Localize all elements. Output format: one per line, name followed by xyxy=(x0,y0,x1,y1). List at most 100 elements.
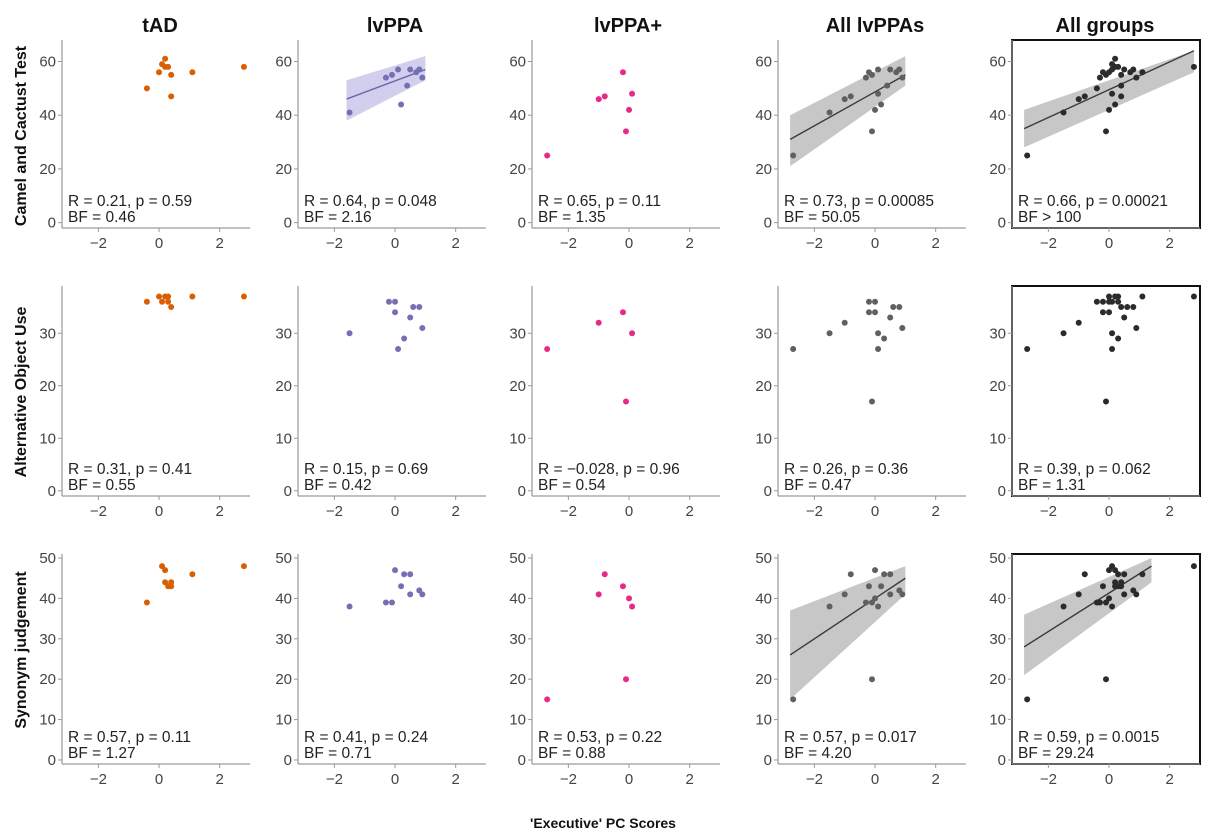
data-point xyxy=(395,346,402,352)
x-tick-label: 2 xyxy=(452,771,460,788)
correlation-stat: R = −0.028, p = 0.96 xyxy=(538,461,680,478)
x-tick-label: 2 xyxy=(686,235,694,252)
y-tick-label: 40 xyxy=(39,590,56,607)
data-point xyxy=(1139,571,1146,578)
data-point xyxy=(1112,55,1119,62)
data-point xyxy=(1118,304,1125,310)
y-tick-label: 0 xyxy=(764,752,772,769)
data-point xyxy=(1115,298,1122,305)
x-tick-label: 0 xyxy=(625,771,633,788)
y-tick-label: 10 xyxy=(509,430,526,447)
data-point xyxy=(1075,319,1082,326)
data-point xyxy=(1096,74,1103,81)
data-point xyxy=(240,63,247,70)
y-tick-label: 30 xyxy=(275,325,292,342)
data-point xyxy=(881,335,888,342)
data-point xyxy=(1190,293,1197,300)
data-point xyxy=(389,71,395,78)
y-tick-label: 60 xyxy=(989,53,1006,70)
data-point xyxy=(165,63,172,70)
data-point xyxy=(1106,106,1113,113)
data-point xyxy=(1099,309,1106,316)
data-point xyxy=(1099,583,1106,590)
data-point xyxy=(629,330,636,337)
y-tick-label: 30 xyxy=(39,325,56,342)
y-tick-label: 40 xyxy=(275,107,292,124)
column-title-lvppa: lvPPA xyxy=(367,15,423,37)
correlation-stat: R = 0.26, p = 0.36 xyxy=(784,461,908,478)
data-point xyxy=(869,398,875,405)
data-point xyxy=(847,571,854,578)
data-point xyxy=(1024,346,1031,352)
data-point xyxy=(881,571,888,578)
data-point xyxy=(416,304,423,310)
x-tick-label: −2 xyxy=(806,235,823,252)
y-tick-label: 0 xyxy=(764,483,772,500)
x-tick-label: 2 xyxy=(686,771,694,788)
x-tick-label: 2 xyxy=(1166,771,1174,788)
data-point xyxy=(595,591,602,598)
x-tick-label: −2 xyxy=(560,771,577,788)
y-tick-label: 40 xyxy=(989,107,1006,124)
x-tick-label: −2 xyxy=(806,503,823,520)
data-point xyxy=(790,696,797,703)
column-title-all-lvppas: All lvPPAs xyxy=(826,15,925,37)
y-tick-label: 20 xyxy=(509,161,526,178)
data-point xyxy=(890,304,897,310)
data-point xyxy=(601,93,608,100)
data-point xyxy=(407,571,414,578)
data-point xyxy=(875,603,882,610)
data-point xyxy=(826,603,833,610)
data-point xyxy=(407,591,414,598)
y-tick-label: 50 xyxy=(989,550,1006,567)
x-tick-label: 2 xyxy=(216,771,224,788)
data-point xyxy=(419,591,426,598)
y-tick-label: 20 xyxy=(989,378,1006,395)
data-point xyxy=(626,595,633,602)
data-point xyxy=(392,298,399,305)
x-tick-label: 2 xyxy=(1166,503,1174,520)
data-point xyxy=(1139,69,1146,76)
y-tick-label: 40 xyxy=(989,590,1006,607)
bayes-factor: BF = 4.20 xyxy=(784,745,852,762)
x-tick-label: −2 xyxy=(326,771,343,788)
data-point xyxy=(189,293,196,300)
y-tick-label: 20 xyxy=(509,378,526,395)
data-point xyxy=(875,330,882,337)
data-point xyxy=(168,583,175,590)
data-point xyxy=(790,152,797,159)
x-tick-label: 0 xyxy=(1105,235,1113,252)
x-tick-label: 2 xyxy=(932,235,940,252)
data-point xyxy=(619,309,626,316)
data-point xyxy=(392,567,399,574)
data-point xyxy=(389,599,395,606)
data-point xyxy=(1099,298,1106,305)
data-point xyxy=(162,55,169,62)
x-tick-label: 2 xyxy=(932,503,940,520)
y-tick-label: 0 xyxy=(998,752,1006,769)
data-point xyxy=(189,571,196,578)
x-tick-label: 0 xyxy=(871,235,879,252)
bayes-factor: BF = 1.27 xyxy=(68,745,136,762)
data-point xyxy=(398,101,405,108)
y-tick-label: 60 xyxy=(275,53,292,70)
x-tick-label: 2 xyxy=(452,235,460,252)
data-point xyxy=(346,330,353,337)
data-point xyxy=(862,74,869,81)
data-point xyxy=(878,583,885,590)
data-point xyxy=(875,66,882,73)
x-tick-label: 0 xyxy=(155,235,163,252)
y-tick-label: 30 xyxy=(509,631,526,648)
data-point xyxy=(419,325,426,331)
bayes-factor: BF = 1.31 xyxy=(1018,477,1086,494)
data-point xyxy=(1118,583,1125,590)
data-point xyxy=(143,599,150,606)
y-tick-label: 20 xyxy=(275,671,292,688)
